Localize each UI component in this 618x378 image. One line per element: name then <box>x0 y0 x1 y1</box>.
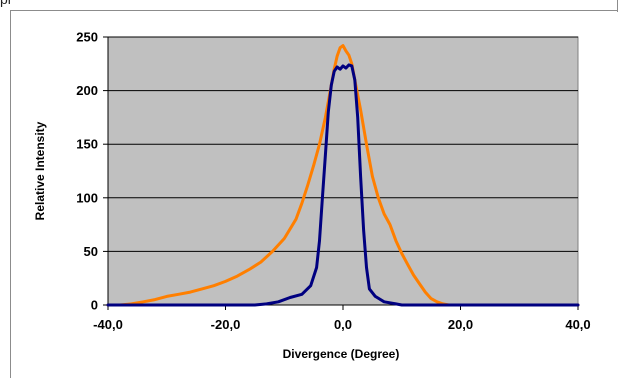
frame-border-left <box>10 10 11 378</box>
series-line-1 <box>106 44 580 307</box>
x-tick-label: 20,0 <box>448 317 473 332</box>
y-tick-label: 100 <box>76 190 98 205</box>
y-tick-label: 200 <box>76 83 98 98</box>
series-layer <box>106 44 580 307</box>
y-axis-title: Relative Intensity <box>33 121 47 220</box>
y-tick-label: 0 <box>91 298 98 313</box>
x-tick-label: 40,0 <box>565 317 590 332</box>
y-tick-label: 150 <box>76 137 98 152</box>
x-axis-title: Divergence (Degree) <box>283 347 400 361</box>
x-tick-label: -20,0 <box>211 317 241 332</box>
y-tick-label: 250 <box>76 30 98 45</box>
tick-labels: 0 50 100 150 200 250 -40,0 -20,0 0,0 20,0 40,0 <box>76 30 590 333</box>
plot-area <box>107 36 579 306</box>
x-tick-label: 0,0 <box>334 317 352 332</box>
series-line-2 <box>106 63 580 307</box>
header-text-fragment: pl <box>0 0 11 7</box>
x-tick-label: -40,0 <box>93 317 123 332</box>
y-tick-label: 50 <box>84 244 98 259</box>
frame-border-top <box>10 10 618 11</box>
